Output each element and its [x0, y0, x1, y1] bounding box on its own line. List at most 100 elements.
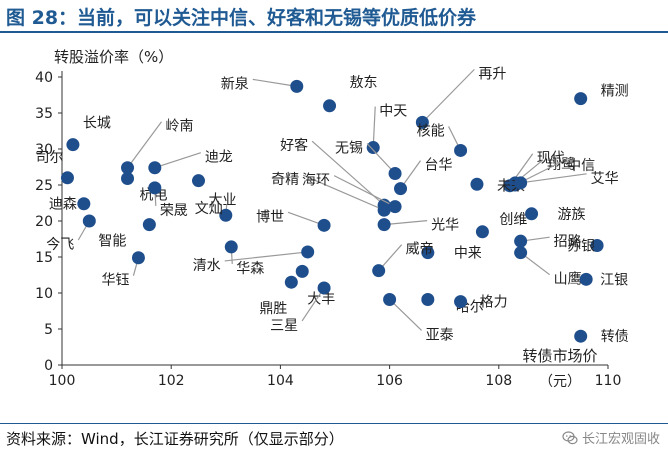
footer-divider	[0, 423, 668, 424]
point-label: 光华	[431, 218, 459, 234]
point-label: 大业	[209, 193, 237, 209]
point-label: 迪森	[49, 197, 77, 213]
x-tick-label: 110	[595, 373, 622, 389]
scatter-chart: 0 5 10 15 20 25 30 35 40 100 102 104 106 108 110 转股溢价率（…	[35, 48, 629, 390]
x-tick-label: 108	[485, 373, 512, 389]
point-label: 岭南	[166, 119, 194, 135]
point-label: 迪龙	[205, 150, 233, 166]
data-point	[77, 197, 91, 211]
point-label: 亚泰	[426, 327, 454, 343]
data-point	[383, 292, 397, 306]
data-point	[148, 161, 162, 175]
point-label: 核能	[417, 123, 445, 139]
data-point	[284, 275, 298, 289]
leader-line	[127, 121, 163, 169]
point-label: 苏银	[567, 238, 595, 254]
x-axis-title: 转债市场价	[522, 347, 597, 365]
point-label: 奇精	[271, 171, 299, 188]
data-point	[470, 177, 484, 191]
point-label: 博世	[256, 208, 284, 225]
data-point	[579, 272, 593, 286]
data-point	[290, 79, 304, 93]
title-divider	[0, 31, 668, 33]
point-label: 荣晟	[160, 203, 188, 219]
data-point	[66, 138, 80, 152]
point-label: 现代	[537, 151, 565, 167]
x-tick-label: 100	[49, 373, 76, 389]
data-point	[421, 246, 435, 260]
point-label: 三星	[270, 318, 298, 334]
point-label: 游族	[558, 207, 586, 223]
point-label: 中来	[454, 246, 482, 262]
point-label: 华森	[236, 261, 264, 277]
data-point	[148, 181, 162, 195]
y-tick-label: 25	[35, 178, 53, 194]
data-point	[415, 115, 429, 129]
point-label: 司尔	[35, 150, 63, 166]
data-point	[82, 214, 96, 228]
point-label: 华钰	[101, 273, 129, 289]
point-label: 艾华	[591, 171, 619, 187]
data-point	[317, 281, 331, 295]
point-label: 山鹰	[554, 272, 582, 288]
data-point	[142, 218, 156, 232]
x-tick-label: 104	[267, 373, 294, 389]
data-point	[388, 200, 402, 214]
data-point	[60, 171, 74, 185]
y-tick-label: 40	[35, 70, 53, 86]
point-label: 中天	[379, 104, 407, 120]
point-label: 格力	[480, 295, 508, 311]
point-label: 翔鹭	[547, 157, 575, 173]
data-point	[475, 225, 489, 239]
data-point	[388, 166, 402, 180]
point-label: 敖东	[350, 75, 378, 91]
leader-line	[372, 106, 376, 148]
point-label: 文灿	[195, 201, 223, 217]
point-label: 无锡	[335, 140, 363, 156]
point-label: 精测	[601, 84, 629, 100]
point-label: 清水	[193, 258, 221, 274]
wechat-icon	[562, 430, 578, 444]
y-tick-label: 0	[44, 358, 53, 374]
leader-line	[224, 251, 308, 262]
point-label: 江银	[600, 272, 628, 288]
point-label: 招路	[554, 234, 582, 250]
point-label: 海环	[302, 173, 330, 189]
leader-line	[421, 68, 475, 123]
point-label: 长城	[83, 116, 111, 132]
data-point	[219, 208, 233, 222]
point-label: 中信	[567, 158, 595, 174]
point-label: 好客	[280, 137, 308, 154]
data-point	[590, 238, 604, 252]
data-point	[377, 203, 391, 217]
y-tick-label: 5	[44, 322, 53, 338]
leader-line	[154, 152, 202, 169]
data-point	[317, 218, 331, 232]
y-tick-label: 35	[35, 106, 53, 122]
y-tick-label: 20	[35, 214, 53, 230]
point-label: 威帝	[406, 242, 434, 258]
y-tick-label: 15	[35, 250, 53, 266]
data-point	[121, 161, 135, 175]
x-tick-label: 102	[158, 373, 185, 389]
watermark: 长江宏观固收	[562, 428, 660, 447]
point-label: 台华	[425, 158, 453, 174]
data-point	[372, 264, 386, 278]
data-point	[574, 329, 588, 343]
leader-line	[384, 220, 428, 226]
data-point	[295, 264, 309, 278]
point-label: 新泉	[221, 75, 249, 92]
point-label: 智能	[98, 234, 126, 250]
data-point	[301, 245, 315, 259]
leader-line	[252, 78, 297, 87]
x-tick-label: 106	[376, 373, 403, 389]
data-point	[192, 174, 205, 188]
data-point	[394, 182, 408, 196]
data-point	[514, 234, 528, 248]
point-label: 鼎胜	[259, 301, 287, 317]
data-point	[121, 172, 135, 186]
y-tick-label: 10	[35, 286, 53, 302]
data-point	[454, 295, 468, 309]
data-point	[525, 207, 539, 221]
point-label: 今飞	[46, 237, 74, 253]
